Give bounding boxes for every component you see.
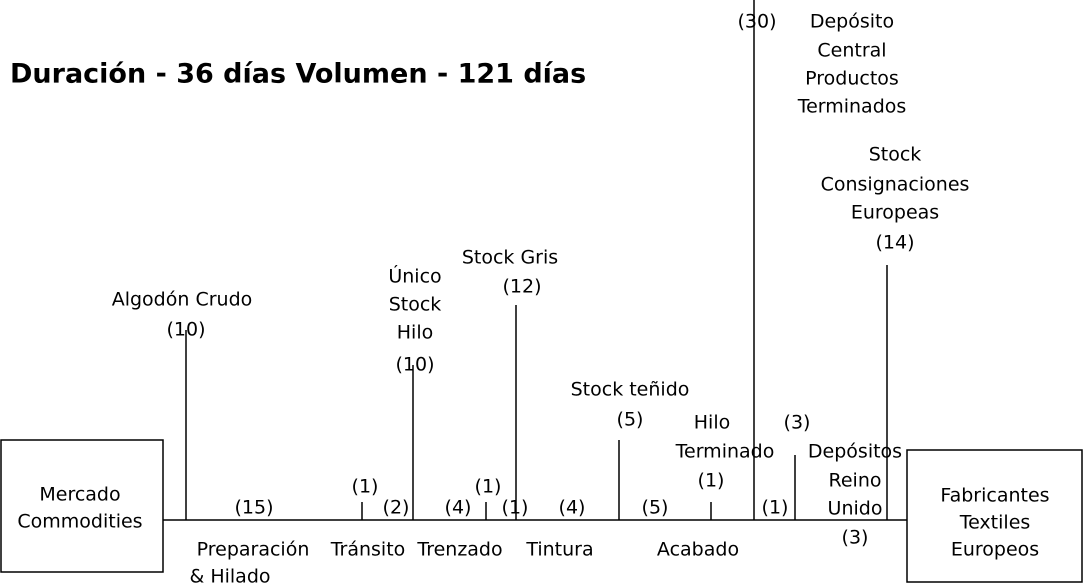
stock-label: Stock: [869, 144, 922, 166]
stock-label: Terminados: [797, 96, 907, 118]
stock-label: (3): [842, 527, 869, 549]
stock-label: Hilo: [397, 322, 433, 344]
duration-label: (5): [642, 497, 669, 519]
stage-label: & Hilado: [189, 566, 270, 588]
duration-label: (1): [502, 497, 529, 519]
stock-label: Stock teñido: [571, 379, 690, 401]
destination-label: Textiles: [959, 512, 1031, 534]
stage-label: Acabado: [657, 539, 739, 561]
destination-label: Fabricantes: [940, 485, 1049, 507]
stock-label: Terminado: [675, 441, 775, 463]
stock-label: (14): [875, 232, 914, 254]
title: Duración - 36 días Volumen - 121 días: [10, 59, 586, 90]
destination-label: Europeos: [951, 539, 1039, 561]
duration-label: (1): [352, 476, 379, 498]
stock-label: (1): [698, 470, 725, 492]
duration-label: (2): [383, 497, 410, 519]
stock-label: (10): [166, 319, 205, 341]
stock-label: (12): [502, 276, 541, 298]
stock-label: (3): [784, 412, 811, 434]
stock-label: Algodón Crudo: [112, 289, 253, 311]
stock-label: Consignaciones: [821, 174, 970, 196]
duration-label: (4): [559, 497, 586, 519]
stock-label: Único: [388, 264, 441, 288]
stock-label: (5): [617, 409, 644, 431]
source-label: Mercado: [39, 484, 120, 506]
stock-label: (30): [737, 11, 776, 33]
stage-label: Tintura: [525, 539, 593, 561]
stock-label: Productos: [805, 68, 899, 90]
labels: Mercado Commodities Fabricantes Textiles Eur…: [17, 11, 1049, 588]
duration-label: (1): [475, 476, 502, 498]
stock-label: Depósito: [810, 11, 894, 33]
duration-label: (15): [234, 497, 273, 519]
stage-label: Trenzado: [416, 539, 502, 561]
destination-box: [906, 449, 1083, 583]
stage-label: Tránsito: [330, 539, 406, 561]
duration-label: (1): [762, 497, 789, 519]
duration-label: (4): [445, 497, 472, 519]
source-label: Commodities: [17, 511, 142, 533]
stock-label: Unido: [828, 498, 883, 520]
stock-label: Stock: [389, 294, 442, 316]
stock-label: (10): [395, 354, 434, 376]
stock-label: Reino: [829, 470, 882, 492]
stage-label: Preparación: [197, 539, 310, 561]
source-box: [0, 439, 164, 573]
stock-label: Depósitos: [808, 441, 902, 463]
stock-label: Stock Gris: [462, 247, 558, 269]
stock-label: Central: [817, 40, 886, 62]
stock-label: Europeas: [851, 202, 939, 224]
stock-label: Hilo: [694, 412, 730, 434]
